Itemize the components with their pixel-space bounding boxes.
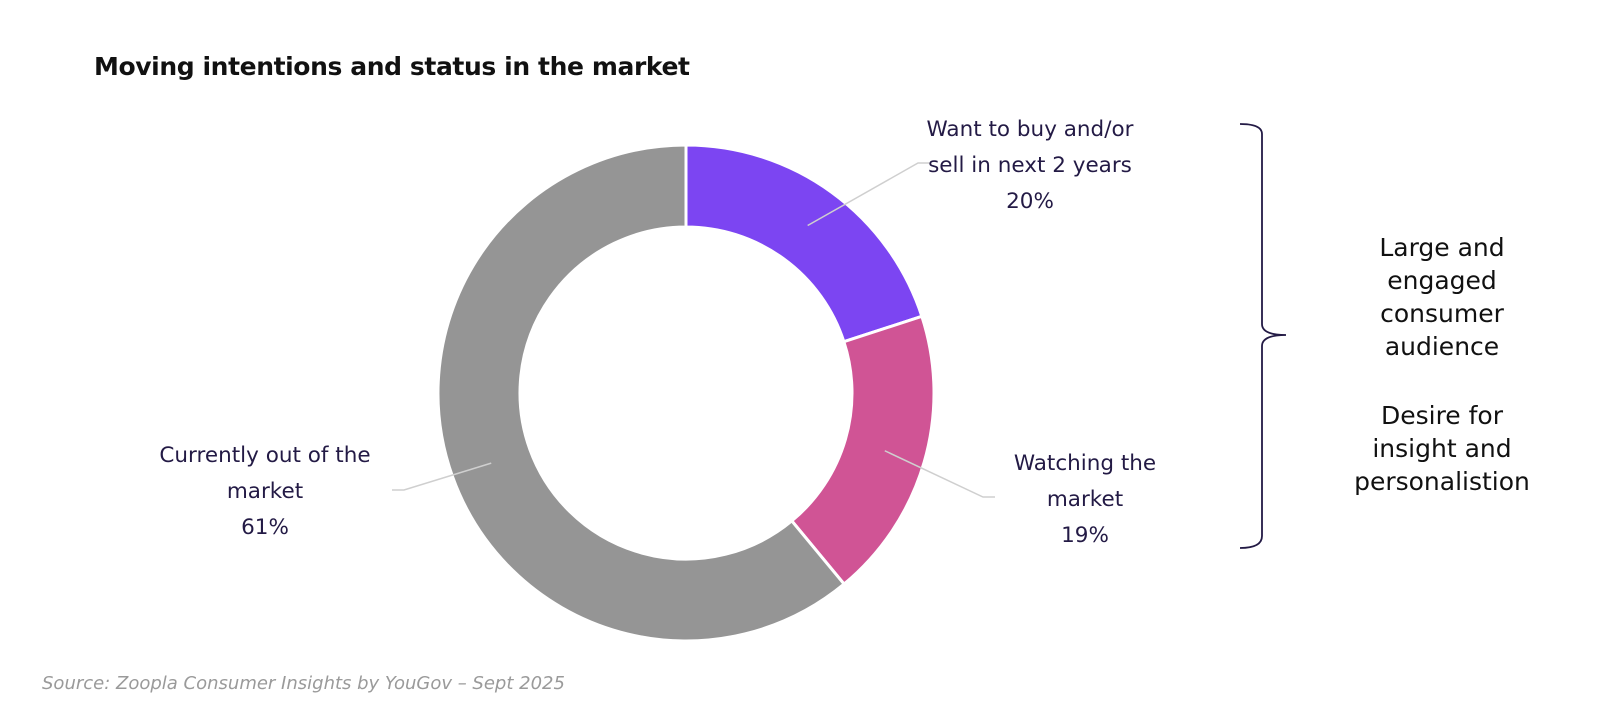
annotation-line: Desire for xyxy=(1380,401,1504,430)
slice-value: 19% xyxy=(1061,523,1109,548)
slice-value: 61% xyxy=(241,515,289,540)
annotation-line: insight and xyxy=(1372,434,1512,463)
chart-title: Moving intentions and status in the mark… xyxy=(94,52,690,81)
slice-label-line: sell in next 2 years xyxy=(928,153,1132,178)
source-note: Source: Zoopla Consumer Insights by YouG… xyxy=(42,673,565,694)
bracket xyxy=(1239,123,1287,549)
slice-label-line: Want to buy and/or xyxy=(926,117,1134,142)
leader-line xyxy=(392,462,492,491)
slice-label-line: market xyxy=(226,479,304,504)
slice-out-of-market xyxy=(436,143,847,643)
annotation-line: engaged xyxy=(1387,266,1497,295)
slice-label-line: Currently out of the xyxy=(159,443,371,468)
leader-line xyxy=(807,162,930,227)
slice-label-buy-sell: Want to buy and/or sell in next 2 years … xyxy=(920,112,1140,220)
slice-buy-sell xyxy=(684,143,924,344)
leader-lines xyxy=(392,162,995,498)
slice-label-line: Watching the xyxy=(1013,451,1157,476)
annotation-group-2: Desire for insight and personalistion xyxy=(1322,399,1562,498)
slice-label-watching: Watching the market 19% xyxy=(990,446,1180,554)
annotation-group-1: Large and engaged consumer audience xyxy=(1322,231,1562,363)
annotation-line: personalistion xyxy=(1354,467,1530,496)
slice-label-out-of-market: Currently out of the market 61% xyxy=(130,438,400,546)
annotation-line: Large and xyxy=(1379,233,1505,262)
leader-line xyxy=(884,450,995,498)
donut-slices xyxy=(436,143,936,643)
annotation-line: consumer xyxy=(1380,299,1504,328)
annotation-line: audience xyxy=(1384,332,1500,361)
slice-value: 20% xyxy=(1006,189,1054,214)
slice-label-line: market xyxy=(1046,487,1124,512)
slice-watching xyxy=(789,314,936,587)
